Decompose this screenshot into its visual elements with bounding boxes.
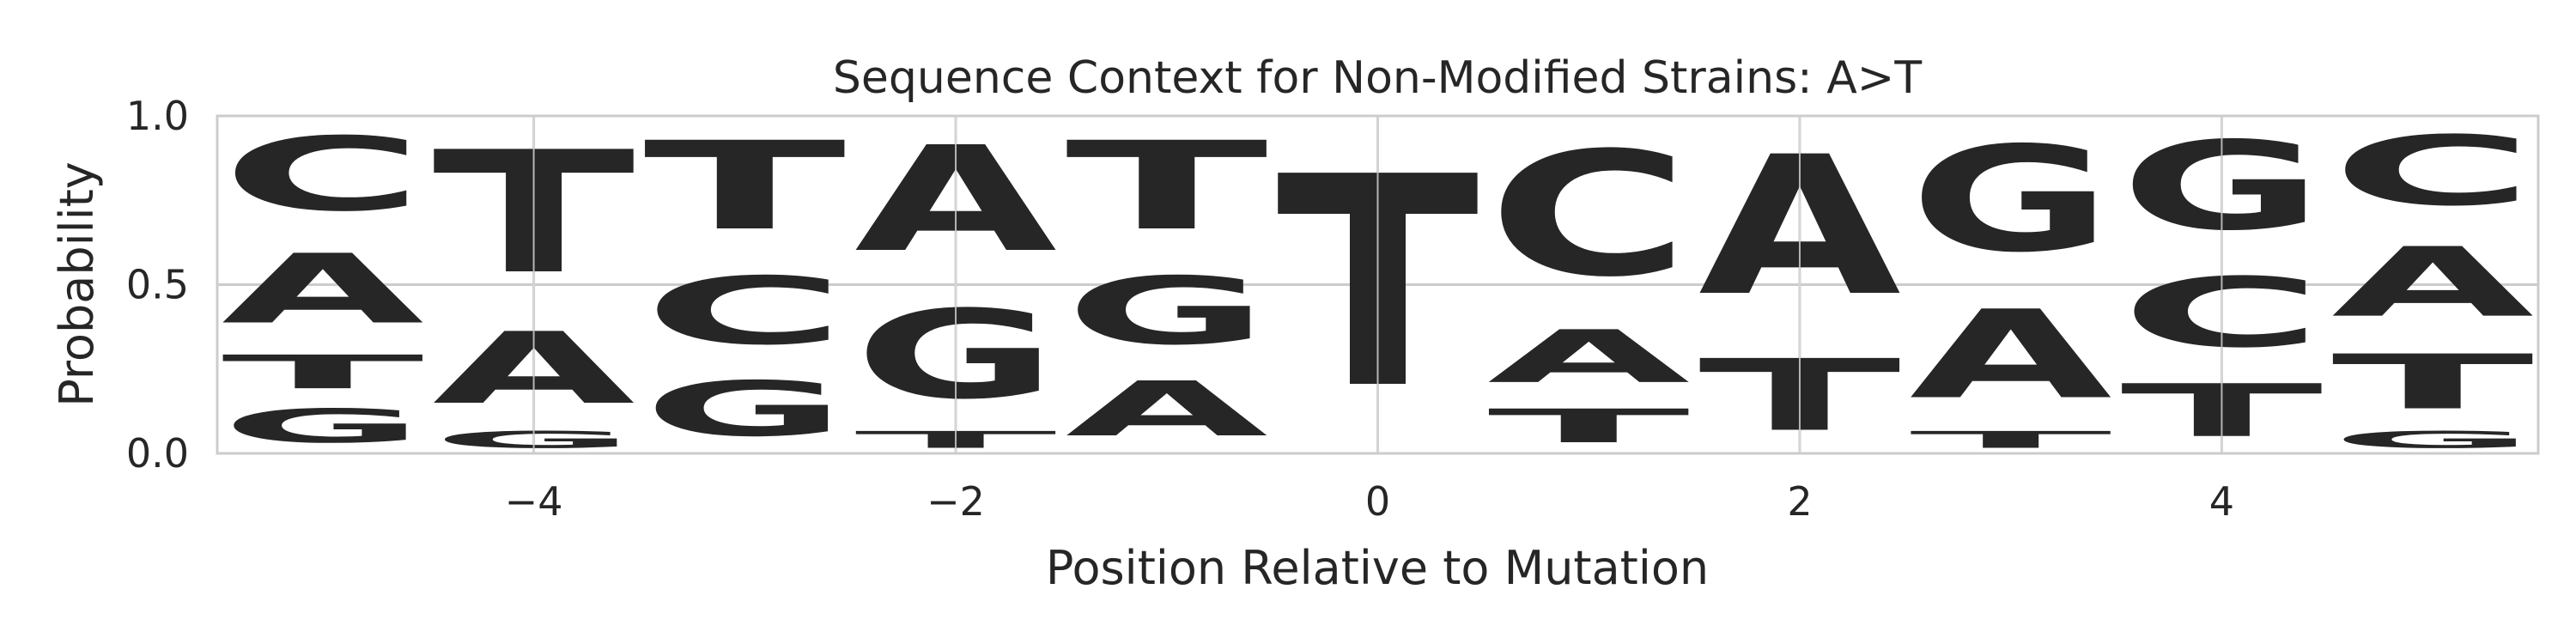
logo-letter-A: A [1487,314,1690,398]
y-tick-label: 0.0 [126,430,189,477]
logo-letter-T: T [643,116,848,258]
logo-letter-C: C [2331,116,2534,228]
logo-letter-A: A [222,234,424,346]
logo-letter-G: G [1910,115,2112,284]
logo-letter-T: T [2331,338,2534,426]
logo-letter-G: G [222,399,424,453]
logo-letter-G: G [2331,427,2534,453]
logo-letter-C: C [222,116,424,234]
logo-letter-T: T [1910,426,2112,453]
x-tick-label: −4 [505,478,563,525]
logo-letter-T: T [1066,116,1270,258]
x-tick-label: −2 [927,478,985,525]
x-tick-label: 4 [2209,478,2234,525]
logo-letter-G: G [1066,258,1268,365]
logo-letter-A: A [1698,115,1903,337]
logo-letter-G: G [643,366,846,453]
x-tick-label: 2 [1787,478,1812,525]
x-tick-label: 0 [1365,478,1390,525]
chart-title: Sequence Context for Non-Modified Strain… [833,52,1922,104]
tick-labels: −4 −2 0 2 4 0.0 0.5 1.0 [126,93,2234,525]
y-tick-label: 1.0 [126,93,189,139]
logo-letter-T: T [1487,399,1690,453]
logo-letter-A: A [1066,366,1268,453]
logo-letter-A: A [1910,284,2112,426]
y-axis-label: Probability [50,161,104,406]
logo-letter-A: A [2331,228,2534,339]
grid-overlay [532,116,2223,453]
y-tick-label: 0.5 [126,262,189,308]
logo-letter-C: C [643,258,846,366]
logo-letter-C: C [1487,116,1690,315]
plot-frame [216,114,2540,455]
x-axis-label: Position Relative to Mutation [1046,541,1709,595]
logo-letter-T: T [222,345,424,399]
